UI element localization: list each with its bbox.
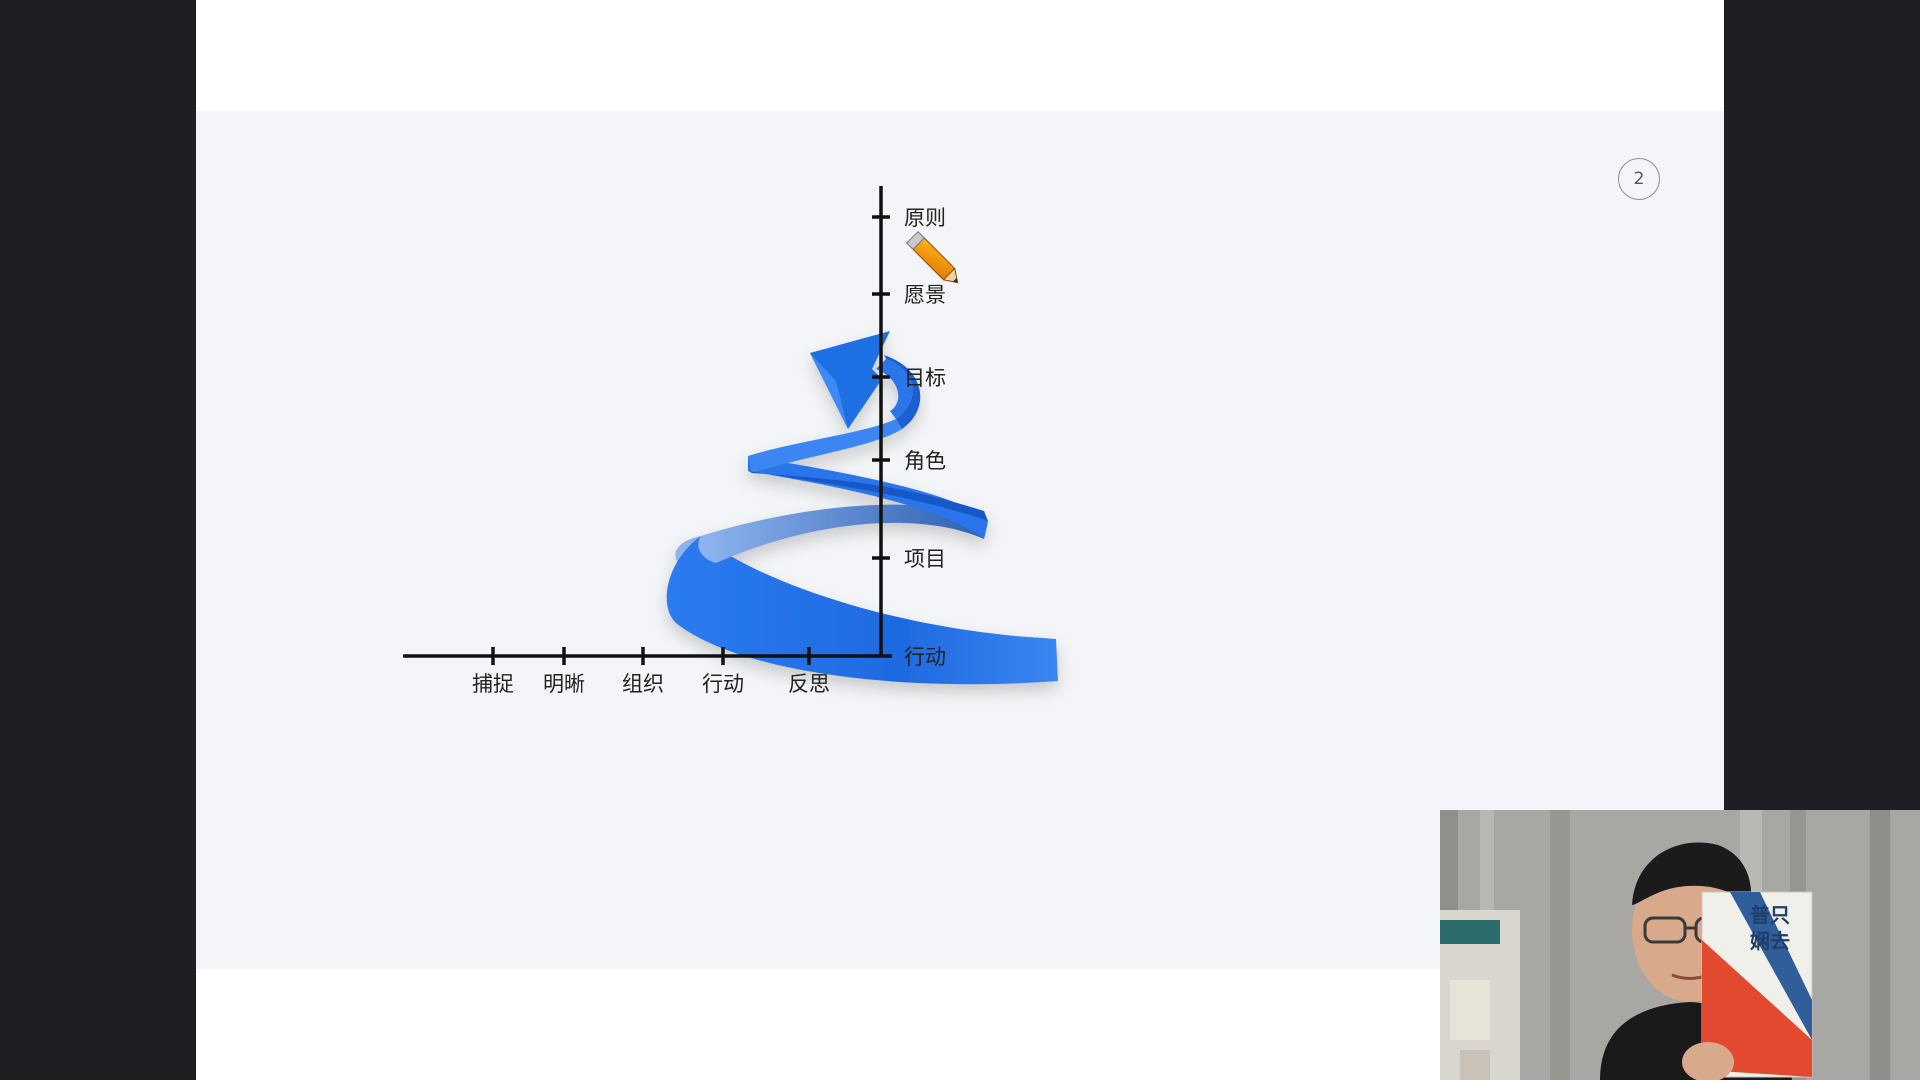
y-label-projects: 项目 (904, 547, 946, 571)
y-label-principles: 原则 (904, 206, 946, 230)
arrow-head (810, 331, 890, 429)
y-label-roles: 角色 (904, 449, 946, 473)
x-label-capture: 捕捉 (472, 672, 514, 696)
x-label-engage: 行动 (702, 672, 744, 696)
x-label-clarify: 明晰 (543, 672, 585, 696)
presenter-video: 普只 娴去 (1440, 810, 1920, 1080)
y-label-vision: 愿景 (904, 283, 946, 307)
svg-text:普只: 普只 (1750, 903, 1790, 927)
spiral-ribbon (666, 331, 1058, 685)
webcam-overlay: 普只 娴去 (1440, 810, 1920, 1080)
book: 普只 娴去 (1701, 891, 1813, 1078)
page-number-badge: 2 (1618, 158, 1660, 200)
x-label-organize: 组织 (622, 672, 664, 696)
y-label-actions: 行动 (904, 645, 946, 669)
pencil-icon[interactable] (905, 230, 964, 289)
axes (403, 186, 892, 665)
y-label-goals: 目标 (904, 366, 946, 390)
x-label-reflect: 反思 (788, 672, 830, 696)
slide-page: 2 (196, 0, 1724, 1080)
spiral-diagram: 原则 愿景 目标 角色 项目 行动 捕捉 明晰 组织 行动 反思 (403, 186, 1058, 696)
svg-text:娴去: 娴去 (1750, 929, 1790, 953)
